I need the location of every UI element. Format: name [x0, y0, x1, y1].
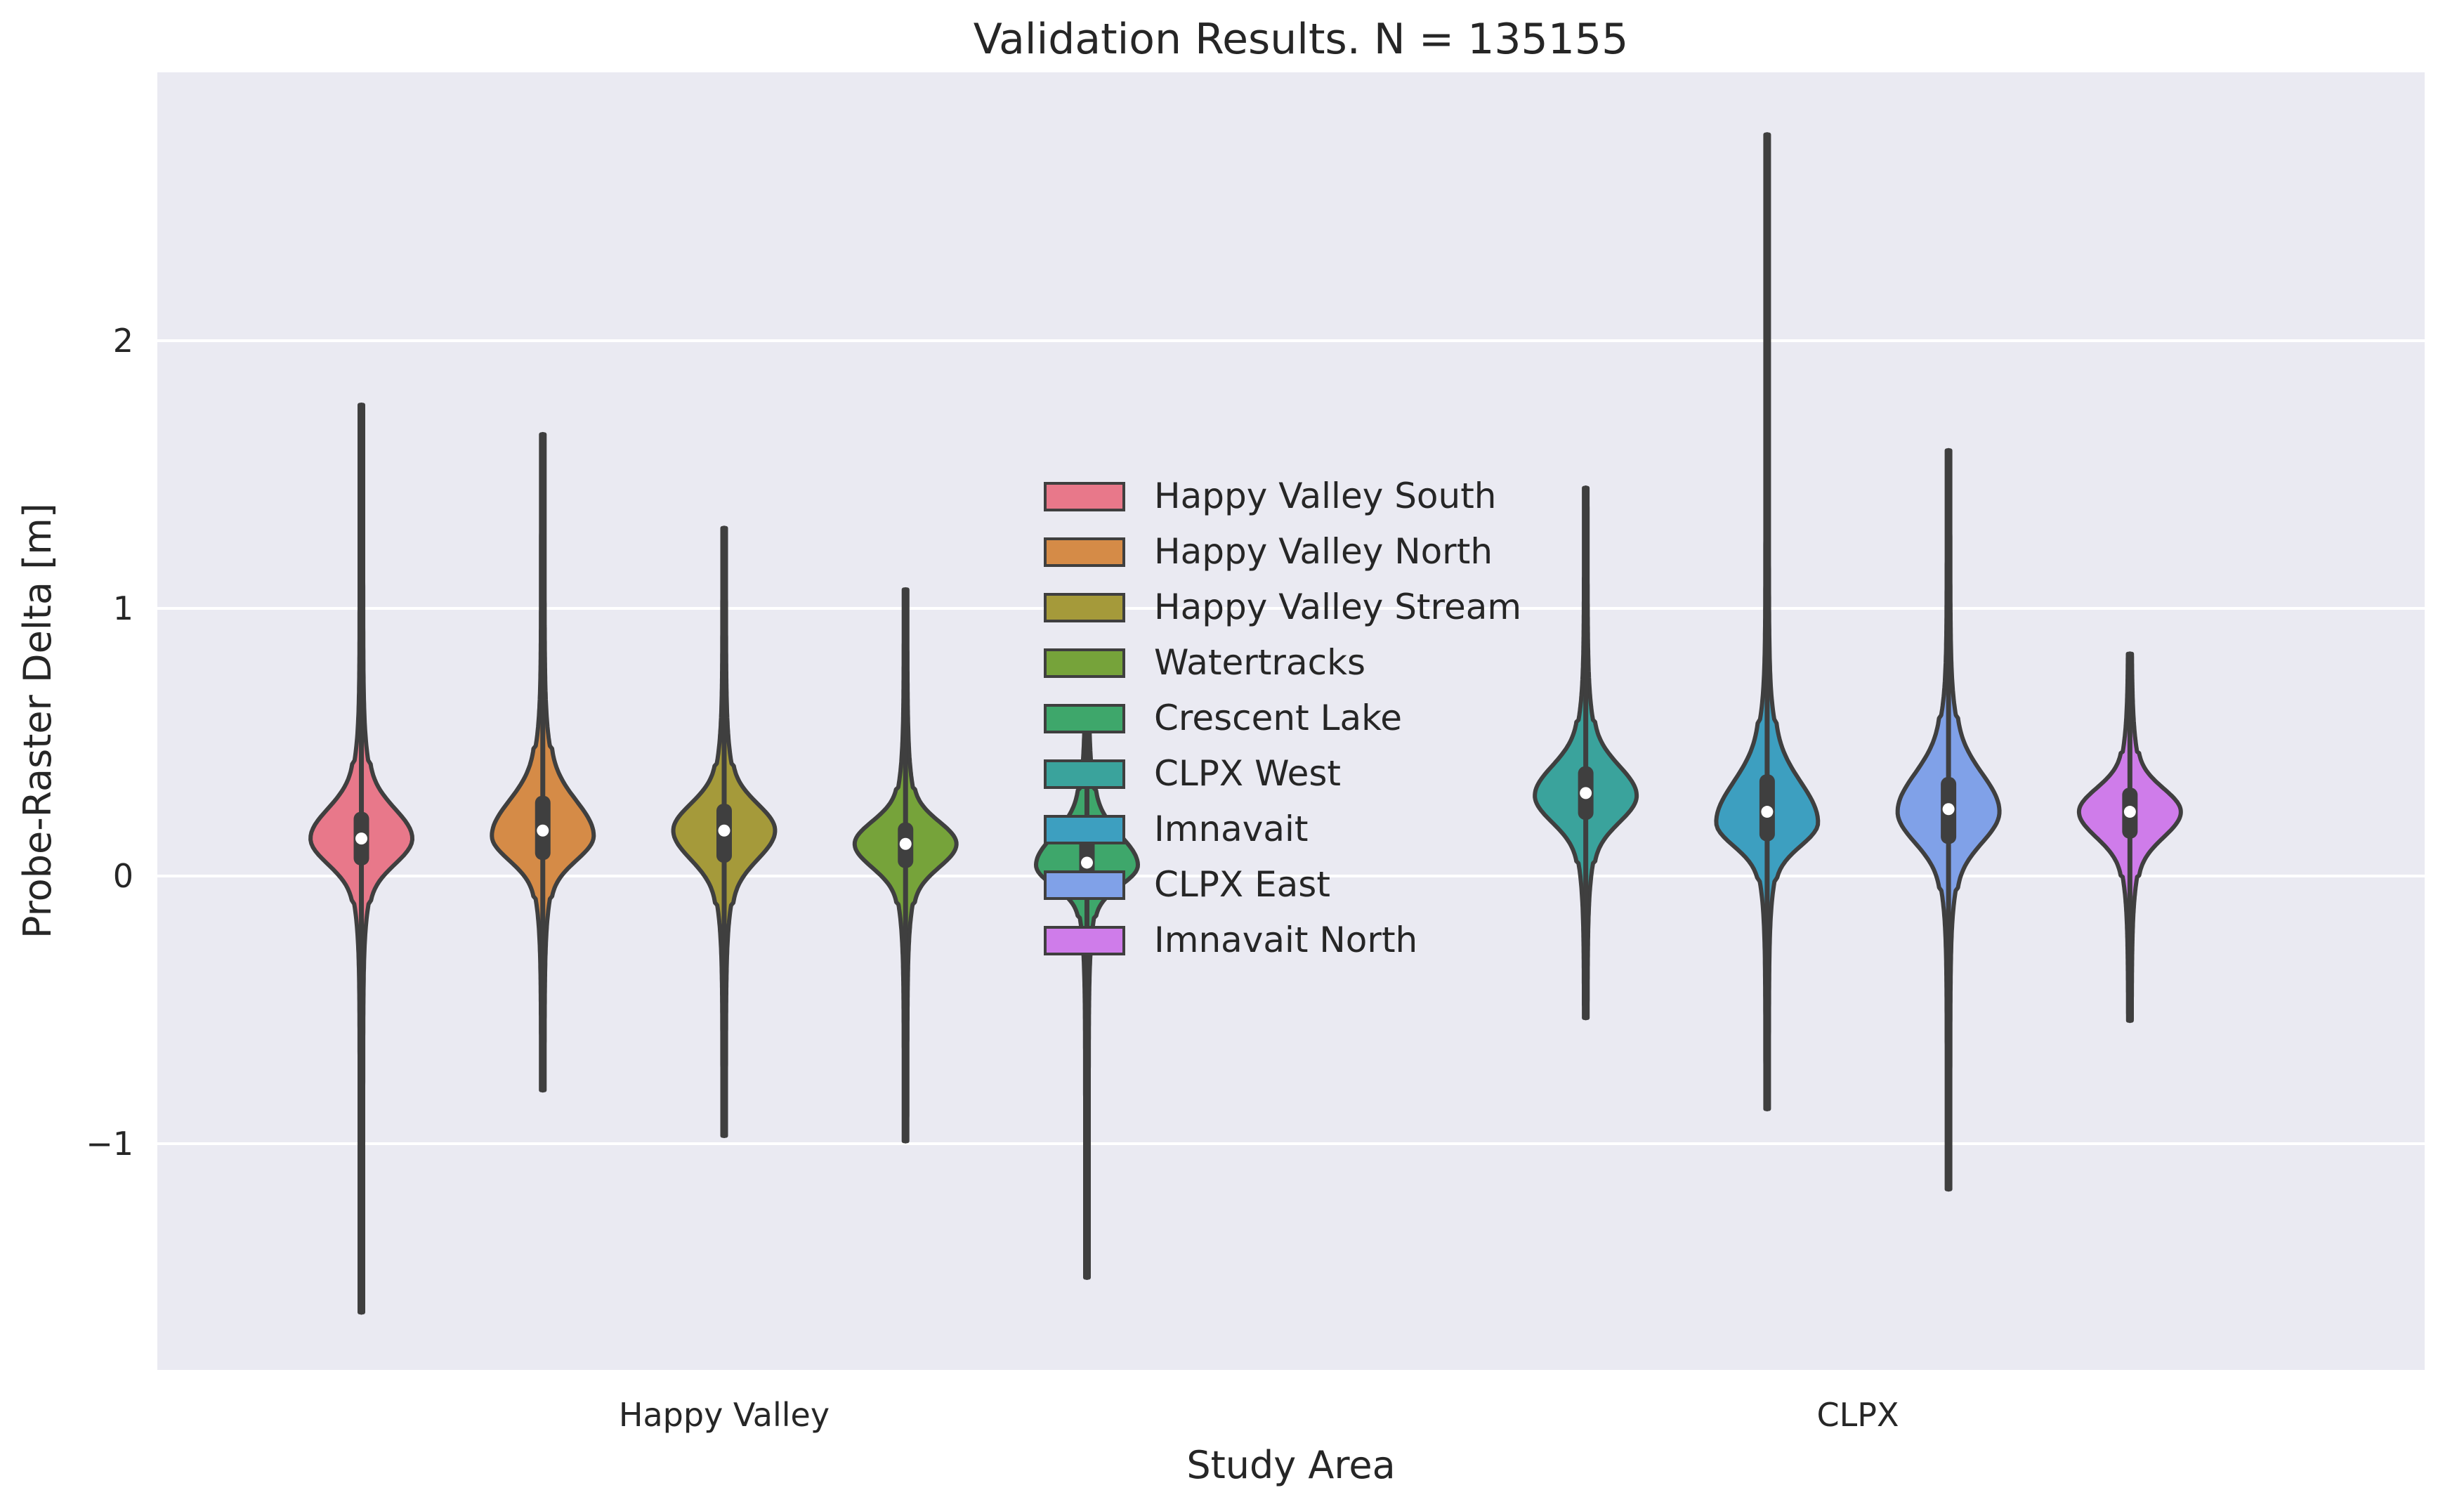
legend-swatch [1044, 593, 1125, 622]
legend-label: Happy Valley South [1154, 476, 1497, 516]
legend-label: Watertracks [1154, 642, 1365, 683]
legend-item: Crescent Lake [1044, 698, 1402, 738]
violin-happy-valley-north [490, 431, 596, 1093]
legend-item: CLPX West [1044, 753, 1341, 794]
legend-swatch [1044, 926, 1125, 955]
x-tick-label: Happy Valley [619, 1396, 830, 1434]
violin-happy-valley-south [308, 402, 414, 1315]
legend-item: Happy Valley South [1044, 476, 1497, 516]
legend-swatch [1044, 704, 1125, 733]
y-tick-labels: −1 0 1 2 [86, 322, 133, 1163]
violin-median-point [355, 832, 368, 845]
legend-item: Watertracks [1044, 642, 1365, 683]
legend-item: Happy Valley Stream [1044, 587, 1521, 627]
legend-swatch [1044, 648, 1125, 678]
legend-swatch [1044, 482, 1125, 511]
legend: Happy Valley South Happy Valley North Happ… [1044, 476, 1521, 960]
legend-label: Imnavait [1154, 809, 1309, 849]
legend-label: Happy Valley Stream [1154, 587, 1521, 627]
x-axis-label: Study Area [1186, 1443, 1395, 1487]
violin-median-point [537, 824, 549, 837]
legend-item: Happy Valley North [1044, 531, 1493, 572]
violin-imnavait-north [2076, 651, 2183, 1024]
legend-swatch [1044, 870, 1125, 900]
legend-item: Imnavait North [1044, 920, 1417, 960]
plot-area-background [157, 72, 2425, 1370]
y-axis-label: Probe-Raster Delta [m] [15, 503, 60, 939]
y-tick-label: 1 [113, 589, 133, 627]
legend-item: CLPX East [1044, 864, 1330, 905]
violin-median-point [1761, 806, 1774, 818]
legend-item: Imnavait [1044, 809, 1309, 849]
violin-clpx-east [1895, 448, 2002, 1192]
legend-swatch [1044, 815, 1125, 844]
violin-median-point [1942, 803, 1955, 816]
violin-imnavait [1714, 132, 1821, 1111]
violin-crescent-lake [1034, 718, 1140, 1280]
x-tick-labels: Happy Valley CLPX [619, 1396, 1899, 1434]
violin-watertracks [852, 587, 959, 1144]
violin-median-point [2123, 806, 2136, 818]
legend-label: CLPX West [1154, 753, 1341, 794]
violin-happy-valley-stream [671, 525, 778, 1139]
legend-swatch [1044, 537, 1125, 567]
legend-label: CLPX East [1154, 864, 1330, 905]
violin-clpx-west [1533, 485, 1639, 1021]
y-tick-label: 2 [113, 322, 133, 360]
x-tick-label: CLPX [1817, 1396, 1899, 1434]
violins [308, 132, 2183, 1315]
chart-title: Validation Results. N = 135155 [974, 15, 1629, 64]
violin-median-point [718, 824, 730, 837]
violin-median-point [1080, 856, 1093, 869]
legend-swatch [1044, 759, 1125, 789]
violin-median-point [1580, 787, 1592, 799]
legend-label: Imnavait North [1154, 920, 1417, 960]
legend-label: Crescent Lake [1154, 698, 1402, 738]
y-tick-label: −1 [86, 1125, 133, 1163]
legend-label: Happy Valley North [1154, 531, 1493, 572]
y-tick-label: 0 [113, 857, 133, 895]
violin-median-point [899, 837, 912, 850]
